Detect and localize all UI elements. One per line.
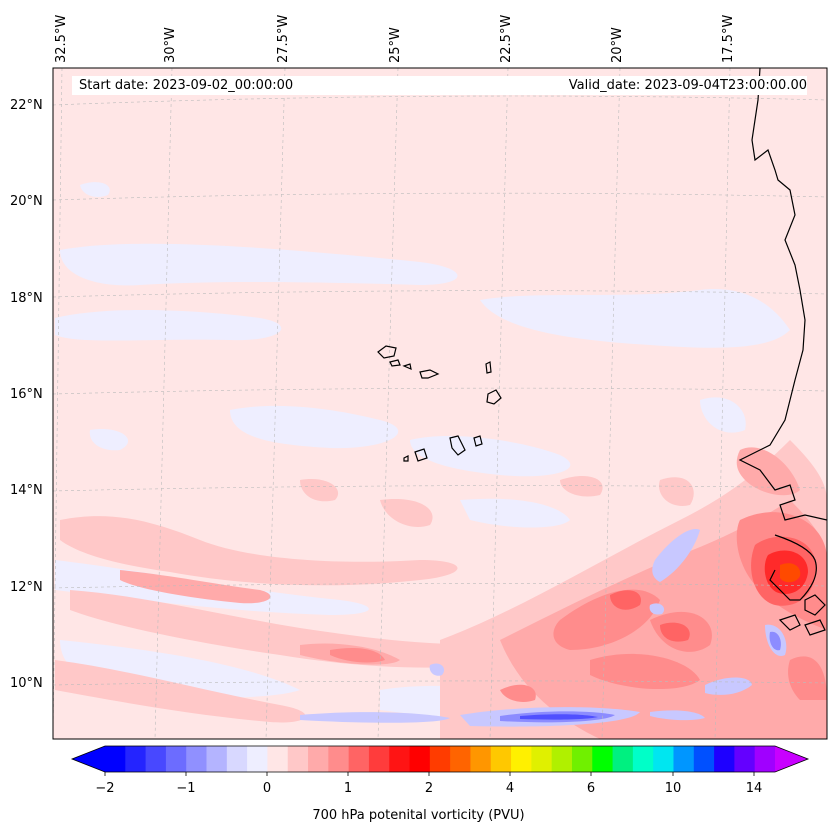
colorbar-swatch: [511, 746, 532, 772]
pv-field: [53, 68, 827, 739]
colorbar-swatch: [267, 746, 289, 772]
coastline: [738, 68, 827, 636]
lat-label-16n: 16°N: [10, 387, 43, 402]
lon-label-22.5w: 22.5°W: [499, 14, 514, 63]
colorbar: [70, 745, 810, 776]
colorbar-tick-label: 2: [424, 781, 434, 796]
colorbar-swatch: [206, 746, 228, 772]
lon-label-32.5w: 32.5°W: [54, 14, 69, 63]
start-date-label: Start date: 2023-09-02_00:00:00: [72, 76, 539, 95]
colorbar-swatch: [328, 746, 350, 772]
colorbar-swatch: [632, 746, 654, 772]
lat-label-20n: 20°N: [10, 194, 43, 209]
lon-label-17.5w: 17.5°W: [721, 14, 736, 63]
colorbar-swatches: [105, 746, 776, 772]
colorbar-swatch: [592, 746, 614, 772]
colorbar-tick-label: 6: [586, 781, 596, 796]
colorbar-tick-label: 14: [745, 781, 763, 796]
colorbar-swatch: [145, 746, 167, 772]
colorbar-swatch: [714, 746, 735, 772]
colorbar-swatch: [531, 746, 553, 772]
colorbar-swatch: [470, 746, 492, 772]
colorbar-swatch: [450, 746, 471, 772]
graticule: [53, 68, 827, 739]
colorbar-title: 700 hPa potenital vorticity (PVU): [312, 808, 525, 823]
max-pv-core: [780, 563, 801, 583]
colorbar-swatch: [247, 746, 268, 772]
lon-label-27.5w: 27.5°W: [276, 14, 291, 63]
colorbar-swatch: [308, 746, 329, 772]
colorbar-over-arrow: [775, 746, 808, 772]
lon-label-25w: 25°W: [388, 27, 403, 63]
colorbar-swatch: [226, 746, 248, 772]
colorbar-tick-label: 0: [262, 781, 272, 796]
valid-date-label: Valid_date: 2023-09-04T23:00:00.00: [532, 76, 807, 95]
colorbar-tick-label: 10: [664, 781, 682, 796]
colorbar-swatch: [734, 746, 756, 772]
cape-verde-islands: [377, 345, 502, 462]
lat-label-18n: 18°N: [10, 291, 43, 306]
lat-label-10n: 10°N: [10, 676, 43, 691]
colorbar-swatch: [409, 746, 431, 772]
colorbar-ticks: [104, 772, 755, 776]
colorbar-swatch: [673, 746, 695, 772]
lat-label-14n: 14°N: [10, 483, 43, 498]
colorbar-swatch: [490, 746, 512, 772]
colorbar-swatch: [429, 746, 451, 772]
colorbar-swatch: [551, 746, 573, 772]
colorbar-tick-label: −1: [176, 781, 196, 796]
colorbar-swatch: [186, 746, 208, 772]
colorbar-swatch: [389, 746, 411, 772]
lon-label-20w: 20°W: [610, 27, 625, 63]
colorbar-tick-label: −2: [95, 781, 115, 796]
map-frame: [52, 67, 828, 740]
colorbar-swatch: [653, 746, 674, 772]
colorbar-swatch: [693, 746, 715, 772]
lat-label-22n: 22°N: [10, 98, 43, 113]
colorbar-swatch: [165, 746, 187, 772]
colorbar-swatch: [287, 746, 309, 772]
colorbar-tick-label: 1: [343, 781, 353, 796]
colorbar-swatch: [754, 746, 776, 772]
lat-label-12n: 12°N: [10, 580, 43, 595]
colorbar-swatch: [348, 746, 370, 772]
lon-label-30w: 30°W: [163, 27, 178, 63]
colorbar-swatch: [105, 746, 126, 772]
colorbar-tick-label: 4: [505, 781, 515, 796]
colorbar-swatch: [571, 746, 593, 772]
colorbar-swatch: [612, 746, 634, 772]
negative-min: [520, 714, 598, 720]
colorbar-under-arrow: [72, 746, 105, 772]
colorbar-swatch: [125, 746, 147, 772]
colorbar-swatch: [368, 746, 390, 772]
